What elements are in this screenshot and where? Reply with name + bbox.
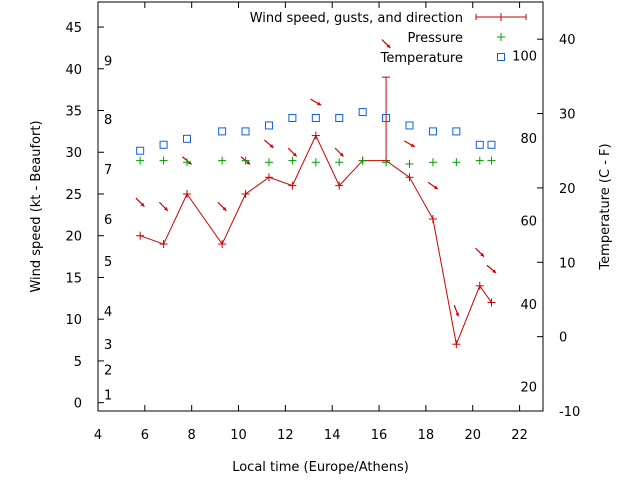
legend-label-temperature: Temperature: [380, 51, 463, 66]
beaufort-label: 7: [104, 163, 112, 178]
y2-tick-label: 0: [559, 331, 567, 346]
y-tick-label: 15: [65, 271, 82, 286]
wind-direction-arrowhead: [480, 252, 485, 257]
wind-direction-arrowhead: [492, 269, 497, 273]
y-tick-label: 40: [65, 63, 82, 78]
y-tick-label: 10: [65, 313, 82, 328]
wind-direction-arrowhead: [292, 152, 297, 157]
temperature-point: [136, 146, 145, 155]
beaufort-label: 1: [104, 388, 112, 403]
beaufort-label: 6: [104, 213, 112, 228]
wind-direction-arrowhead: [246, 160, 251, 165]
temperature-point: [475, 140, 484, 149]
y2-tick-label: 30: [559, 108, 576, 123]
y-tick-label: 35: [65, 105, 82, 120]
fahrenheit-label: 80: [520, 132, 537, 147]
x-axis-label: Local time (Europe/Athens): [232, 460, 409, 475]
x-tick-label: 14: [324, 428, 341, 443]
temperature-point: [241, 127, 250, 136]
wind-direction-arrowhead: [410, 143, 415, 147]
x-tick-label: 16: [371, 428, 388, 443]
fahrenheit-label: 40: [520, 298, 537, 313]
wind-speed-line: [139, 134, 492, 347]
legend-label-wind: Wind speed, gusts, and direction: [250, 11, 463, 26]
beaufort-label: 3: [104, 338, 112, 353]
fahrenheit-label: 100: [512, 50, 537, 65]
x-tick-label: 4: [94, 428, 102, 443]
plot-frame: [97, 1, 544, 412]
wind-direction-arrowhead: [317, 101, 322, 106]
y-tick-label: 5: [74, 355, 82, 370]
y2-tick-label: 20: [559, 182, 576, 197]
temperature-point: [183, 134, 191, 143]
temperature-point: [358, 108, 367, 117]
temperature-point: [487, 140, 496, 149]
beaufort-label: 9: [104, 54, 112, 69]
legend-label-pressure: Pressure: [407, 31, 463, 46]
y2-tick-label: 10: [559, 256, 576, 271]
temperature-point: [428, 127, 437, 136]
legend-symbol-temperature: [497, 53, 505, 61]
y-tick-label: 45: [65, 21, 82, 36]
y2-axis-label: Temperature (C - F): [598, 143, 613, 270]
temperature-point: [382, 114, 391, 123]
beaufort-label: 4: [104, 305, 112, 320]
y-tick-label: 0: [74, 397, 82, 412]
wind-direction-arrowhead: [386, 44, 391, 48]
x-tick-label: 10: [230, 428, 247, 443]
wind-direction-arrowhead: [140, 202, 145, 207]
y2-tick-label: 40: [559, 33, 576, 48]
y-tick-label: 25: [65, 188, 82, 203]
temperature-point: [218, 127, 227, 136]
temperature-point: [159, 140, 168, 149]
y-axis-label: Wind speed (kt - Beaufort): [29, 120, 44, 292]
wind-direction-arrowhead: [163, 206, 168, 211]
y2-tick-label: -10: [559, 405, 580, 420]
y-tick-label: 30: [65, 146, 82, 161]
x-tick-label: 8: [188, 428, 196, 443]
wind-direction-arrowhead: [455, 312, 459, 317]
temperature-point: [405, 121, 414, 130]
fahrenheit-label: 20: [520, 380, 537, 395]
x-tick-label: 22: [511, 428, 528, 443]
temperature-point: [311, 114, 320, 123]
beaufort-label: 8: [104, 113, 112, 128]
temperature-point: [264, 121, 273, 130]
temperature-point: [452, 127, 461, 136]
wind-direction-arrowhead: [339, 152, 344, 157]
x-tick-label: 6: [141, 428, 149, 443]
fahrenheit-label: 60: [520, 215, 537, 230]
temperature-point: [335, 114, 344, 123]
y-tick-label: 20: [65, 230, 82, 245]
x-tick-label: 12: [277, 428, 294, 443]
beaufort-label: 5: [104, 255, 112, 270]
temperature-point: [288, 114, 297, 123]
x-tick-label: 18: [418, 428, 435, 443]
wind-direction-arrowhead: [269, 144, 274, 148]
x-tick-label: 20: [464, 428, 481, 443]
beaufort-label: 2: [104, 363, 112, 378]
wind-direction-arrowhead: [433, 185, 438, 190]
wind-direction-arrowhead: [222, 206, 227, 211]
